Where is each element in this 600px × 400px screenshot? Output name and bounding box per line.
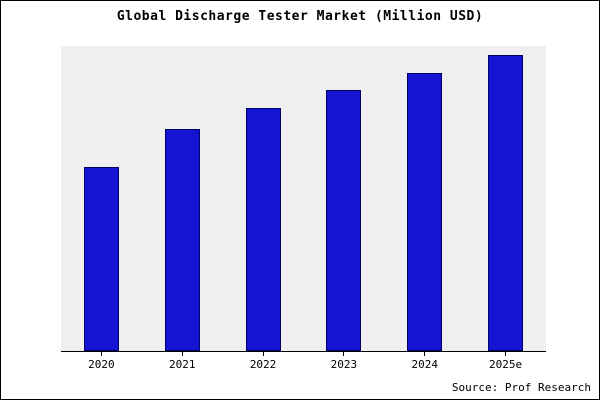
bar-2020 [83, 167, 119, 351]
x-tick-label: 2023 [330, 358, 358, 371]
tick-mark [100, 352, 102, 356]
x-tick-label: 2022 [249, 358, 277, 371]
x-tick: 2025e [465, 352, 546, 371]
tick-mark [424, 352, 426, 356]
x-axis-labels: 2020 2021 2022 2023 2024 2025e [61, 352, 546, 371]
bar-2023 [326, 90, 362, 351]
x-tick: 2020 [61, 352, 142, 371]
tick-mark [181, 352, 183, 356]
x-tick: 2022 [223, 352, 304, 371]
x-tick: 2021 [142, 352, 223, 371]
bar-2021 [164, 128, 200, 351]
tick-mark [262, 352, 264, 356]
x-tick: 2023 [303, 352, 384, 371]
x-tick-label: 2024 [411, 358, 438, 371]
bar-slot [61, 46, 142, 351]
bar-2022 [245, 108, 281, 351]
bar-slot [384, 46, 465, 351]
tick-mark [343, 352, 345, 356]
tick-mark [505, 352, 507, 356]
bar-slot [223, 46, 304, 351]
plot-area [61, 46, 546, 352]
x-tick-label: 2025e [488, 358, 523, 371]
bar-slot [142, 46, 223, 351]
chart-title: Global Discharge Tester Market (Million … [116, 9, 484, 24]
bar-slot [303, 46, 384, 351]
bar-2024 [407, 72, 443, 351]
bar-slot [465, 46, 546, 351]
source-text: Source: Prof Research [451, 381, 591, 394]
x-tick-label: 2020 [88, 358, 115, 371]
bar-2025e [488, 54, 524, 351]
x-tick: 2024 [384, 352, 465, 371]
x-tick-label: 2021 [168, 358, 196, 371]
